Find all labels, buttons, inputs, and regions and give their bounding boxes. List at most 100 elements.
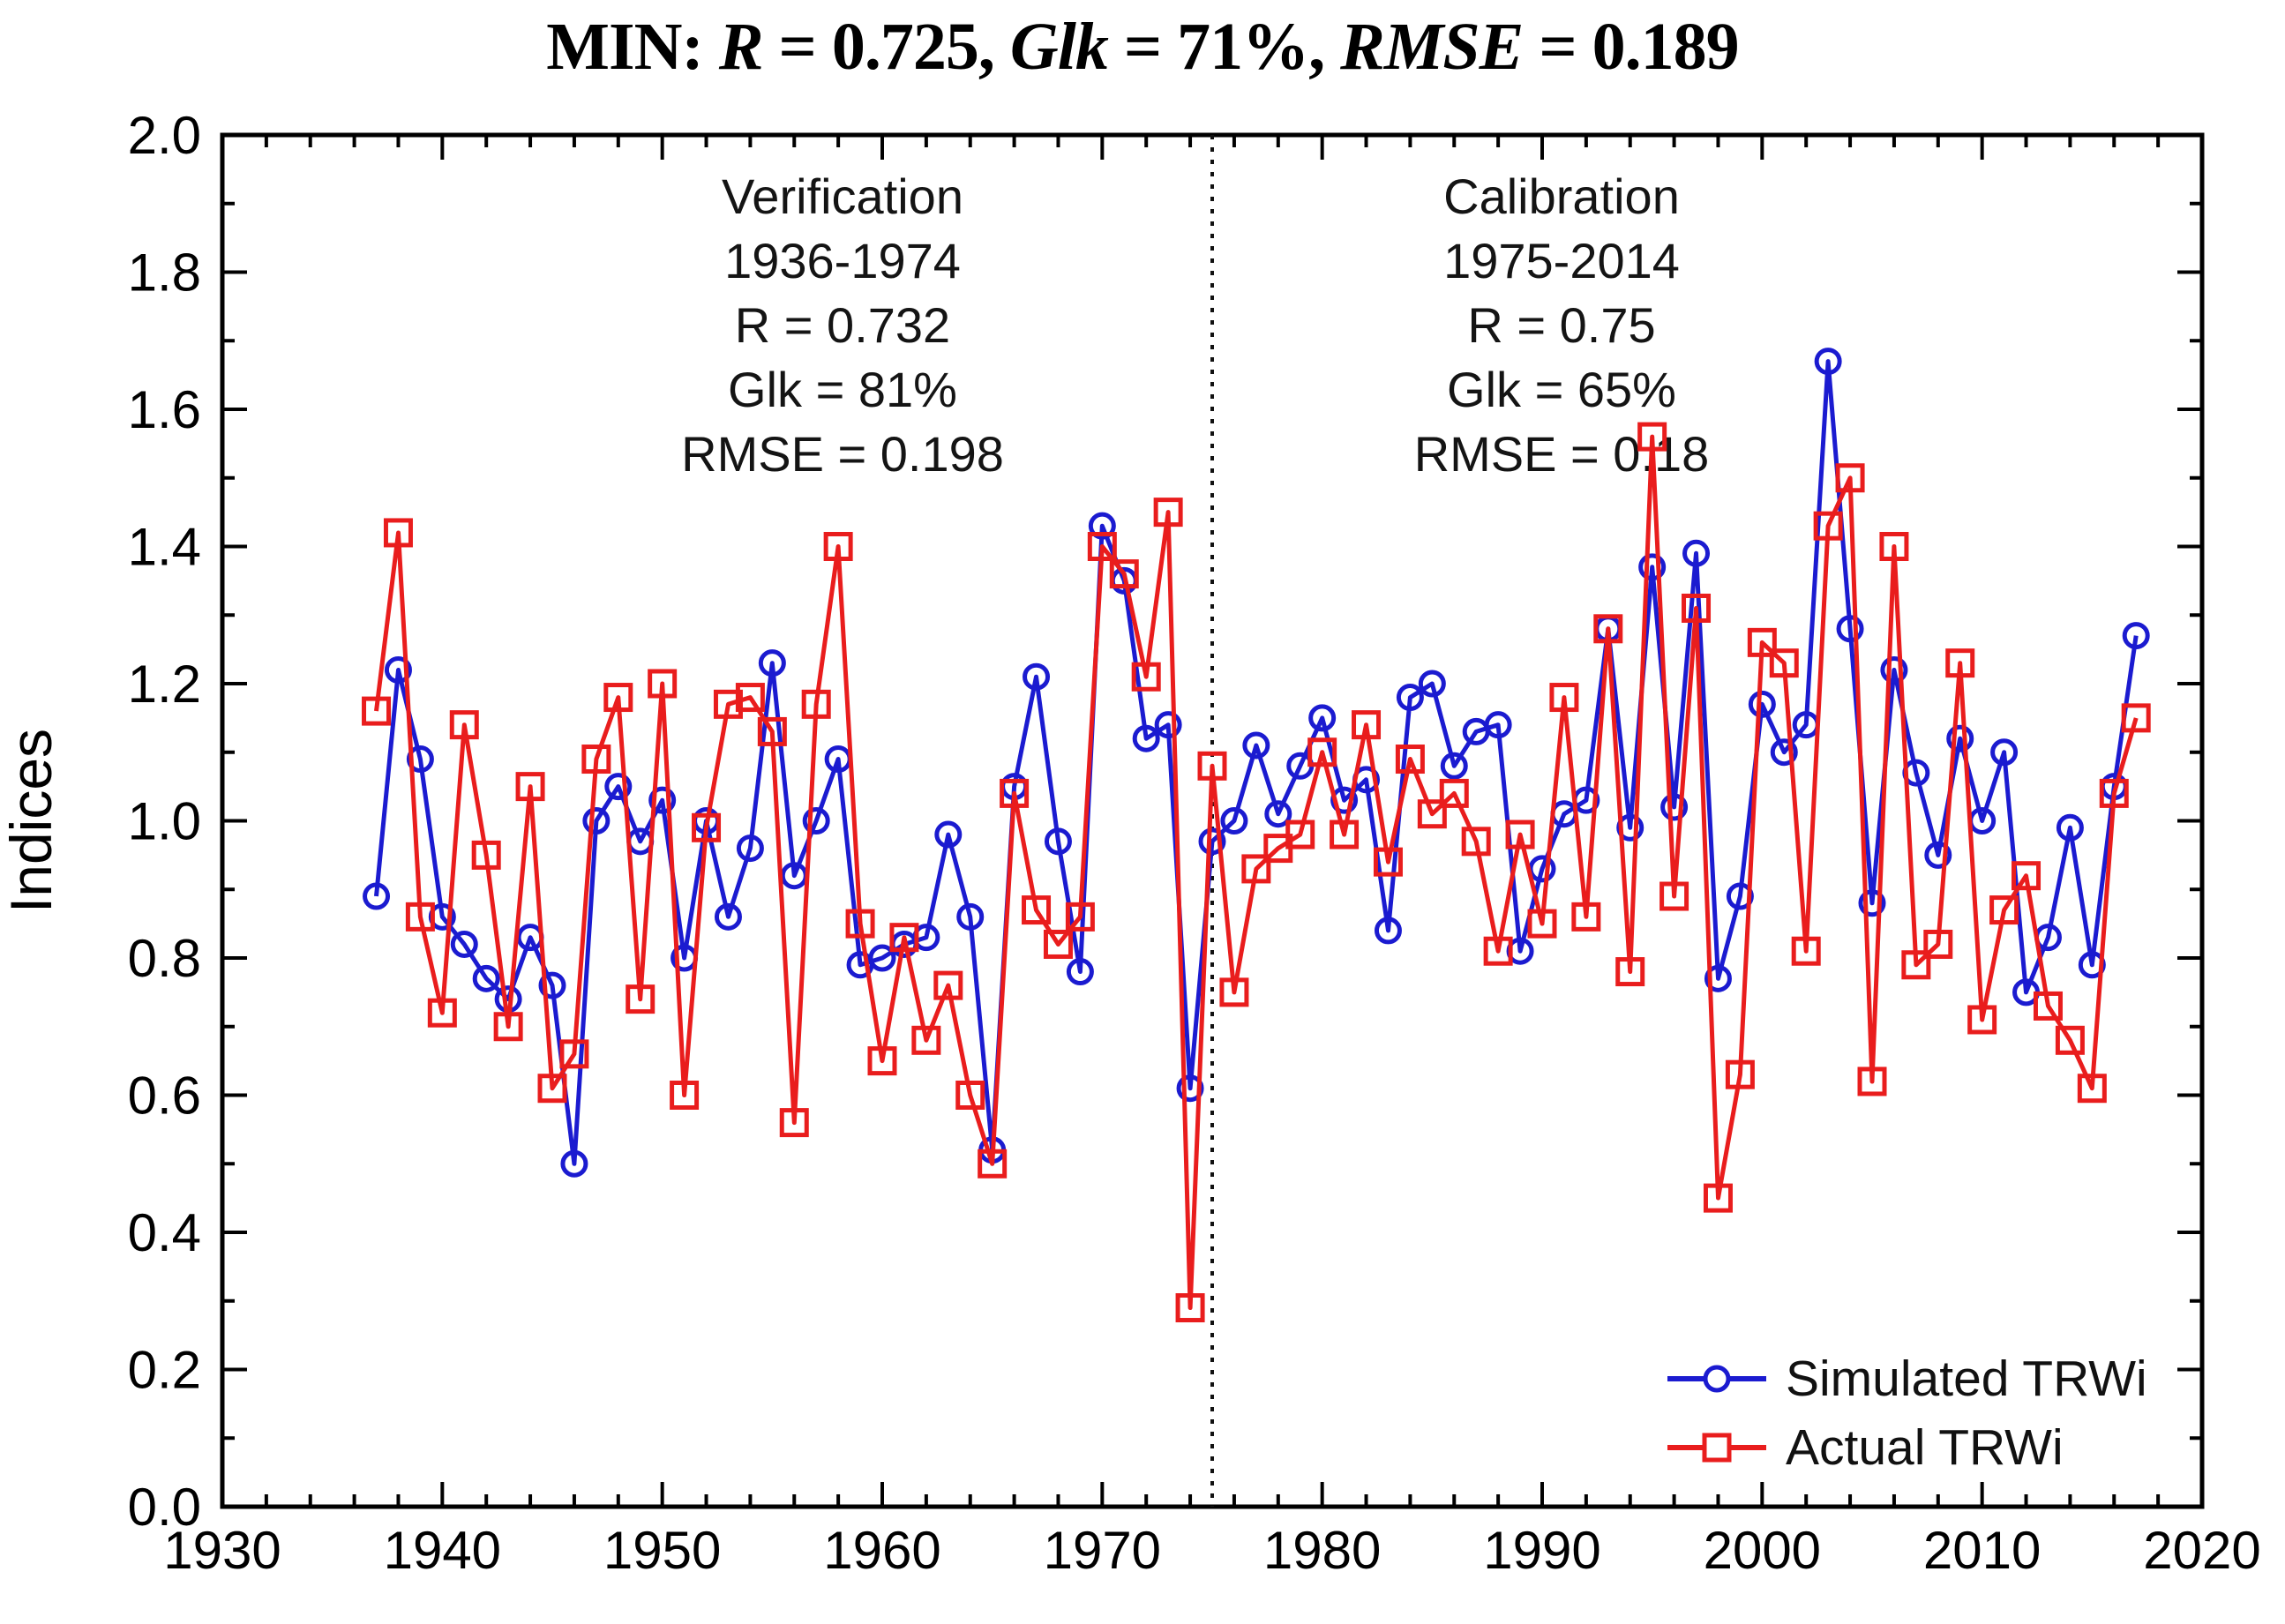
x-tick-label: 1950	[603, 1521, 721, 1580]
data-point-circle	[802, 807, 830, 834]
calibration-annotation: Calibration 1975-2014 R = 0.75 Glk = 65% RMS…	[1414, 164, 1710, 486]
title-segment: R	[718, 10, 764, 84]
data-point-square	[1307, 737, 1337, 767]
annotation-line: R = 0.732	[734, 297, 951, 353]
data-point-circle	[1396, 684, 1424, 712]
data-point-square	[427, 998, 457, 1028]
data-point-square	[405, 902, 435, 932]
data-point-square	[1857, 1066, 1887, 1096]
annotation-line: Glk = 65%	[1447, 362, 1676, 417]
data-point-circle	[1264, 800, 1292, 828]
data-point-square	[493, 1012, 523, 1042]
data-point-square	[626, 984, 656, 1014]
verification-annotation: Verification 1936-1974 R = 0.732 Glk = 81% R…	[681, 164, 1004, 486]
legend-item-simulated: Simulated TRWi	[1666, 1350, 2147, 1408]
y-axis-tick-labels: 0.0 0.2 0.4 0.6 0.8 1.0 1.2 1.4 1.6 1.8 2.0	[128, 106, 201, 1537]
plot-border	[220, 132, 2205, 1509]
data-point-square	[1659, 881, 1689, 911]
data-point-circle	[1616, 813, 1644, 842]
title-segment: = 0.189	[1523, 10, 1739, 84]
data-point-square	[1637, 422, 1667, 452]
data-point-circle	[1660, 793, 1689, 821]
annotation-line: RMSE = 0.18	[1413, 426, 1710, 482]
y-tick-label: 1.4	[128, 518, 201, 577]
data-point-square	[757, 716, 787, 746]
y-tick-label: 0.4	[128, 1203, 201, 1262]
data-point-circle	[1440, 752, 1468, 780]
data-point-square	[1945, 648, 1975, 678]
data-point-square	[471, 840, 501, 870]
data-point-circle	[1308, 704, 1337, 732]
y-tick-label: 1.2	[128, 655, 201, 714]
data-point-square	[1505, 819, 1535, 849]
data-point-circle	[604, 773, 633, 801]
data-point-square	[1109, 559, 1139, 589]
x-tick-label: 2010	[1923, 1521, 2041, 1580]
data-point-square	[2033, 991, 2063, 1021]
data-point-square	[1395, 745, 1425, 775]
data-point-square	[779, 1108, 809, 1138]
data-point-square	[1923, 929, 1953, 959]
data-point-square	[1417, 799, 1447, 829]
data-point-square	[1285, 819, 1315, 849]
x-tick-label: 1940	[384, 1521, 501, 1580]
y-axis-label: Indices	[0, 729, 64, 913]
data-point-square	[1065, 902, 1095, 932]
y-tick-label: 2.0	[128, 106, 201, 165]
y-tick-label: 0.0	[128, 1478, 201, 1537]
data-point-square	[801, 689, 831, 719]
data-point-circle	[648, 786, 677, 814]
data-point-circle	[1924, 841, 1952, 869]
data-point-circle	[450, 930, 478, 958]
data-point-square	[2055, 1025, 2085, 1055]
x-tick-label: 1990	[1483, 1521, 1600, 1580]
data-point-square	[1022, 895, 1052, 925]
data-point-circle	[868, 944, 896, 972]
y-tick-label: 1.6	[128, 380, 201, 439]
data-point-circle	[1836, 615, 1864, 643]
data-point-square	[1461, 827, 1491, 857]
data-point-square	[559, 1039, 589, 1069]
y-tick-label: 0.8	[128, 929, 201, 988]
x-axis-tick-labels: 1930 1940 1950 1960 1970 1980 1990 2000 2010 2020	[163, 1521, 2260, 1580]
data-point-circle	[406, 745, 434, 774]
data-point-square	[1197, 751, 1227, 781]
data-point-square	[1241, 854, 1271, 884]
data-point-circle	[1220, 807, 1248, 834]
data-point-square	[1747, 627, 1777, 657]
data-point-circle	[538, 971, 566, 999]
data-point-square	[670, 1081, 700, 1110]
data-point-circle	[1132, 724, 1160, 752]
data-point-square	[955, 1081, 985, 1110]
data-point-square	[1725, 1059, 1755, 1089]
annotation-line: 1975-2014	[1443, 233, 1680, 288]
data-point-square	[1879, 532, 1909, 561]
data-point-square	[2121, 703, 2151, 733]
data-point-square	[1989, 895, 2019, 925]
data-point-circle	[1484, 711, 1512, 739]
data-point-square	[1769, 648, 1799, 678]
data-point-square	[867, 1046, 897, 1076]
axis-ticks	[221, 133, 2204, 1508]
data-point-square	[2077, 1074, 2107, 1104]
legend-item-actual: Actual TRWi	[1666, 1418, 2064, 1477]
title-segment: Glk	[1009, 10, 1109, 84]
data-point-square	[911, 1025, 941, 1055]
data-point-square	[1571, 902, 1601, 932]
data-point-square	[1175, 1293, 1205, 1323]
data-point-square	[713, 689, 743, 719]
data-point-square	[1439, 778, 1469, 808]
data-point-square	[581, 745, 611, 775]
data-point-square	[1615, 957, 1645, 987]
data-point-square	[1352, 710, 1382, 740]
data-point-square	[383, 518, 413, 548]
data-point-circle	[1023, 662, 1051, 691]
data-point-circle	[714, 902, 742, 931]
data-point-square	[1549, 683, 1579, 713]
data-point-circle	[1418, 670, 1446, 698]
data-point-square	[1813, 511, 1843, 541]
data-point-circle	[2078, 951, 2106, 979]
title-segment: MIN:	[546, 10, 719, 84]
series-actual	[362, 422, 2151, 1323]
data-point-square	[515, 772, 545, 802]
